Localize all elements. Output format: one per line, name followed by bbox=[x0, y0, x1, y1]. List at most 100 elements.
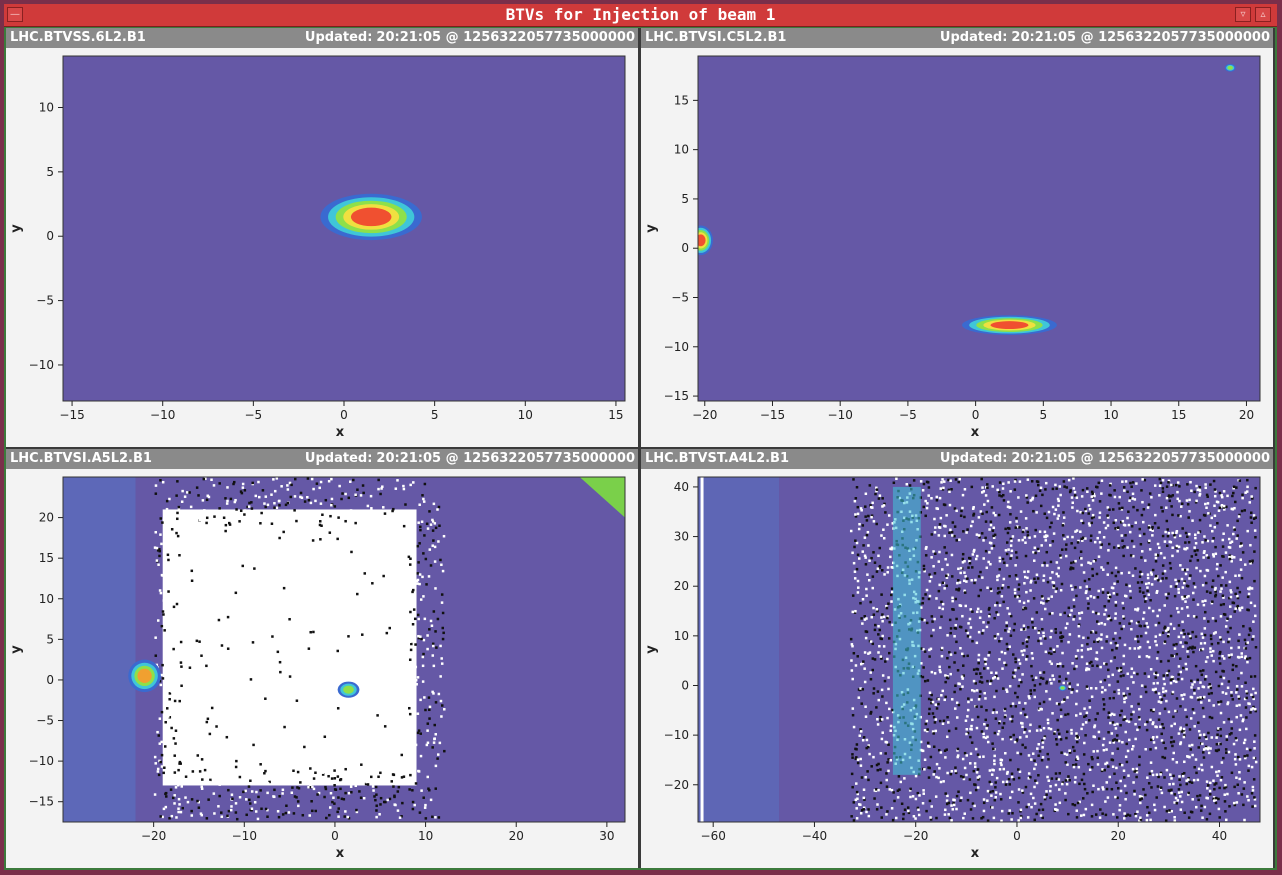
noise-pixel bbox=[396, 809, 400, 812]
noise-pixel bbox=[270, 522, 274, 525]
noise-pixel bbox=[1019, 752, 1023, 756]
noise-pixel bbox=[1150, 786, 1153, 789]
x-tick-label: 30 bbox=[599, 829, 614, 843]
noise-pixel bbox=[276, 646, 280, 650]
noise-pixel bbox=[326, 685, 329, 688]
noise-pixel bbox=[1194, 664, 1198, 668]
minimize-button[interactable]: ▿ bbox=[1235, 7, 1251, 22]
noise-pixel bbox=[211, 604, 214, 608]
noise-pixel bbox=[1068, 687, 1071, 690]
noise-pixel bbox=[1075, 702, 1078, 706]
noise-pixel bbox=[1023, 606, 1027, 610]
image-content bbox=[320, 193, 422, 241]
noise-pixel bbox=[935, 707, 939, 710]
noise-pixel bbox=[1170, 675, 1174, 679]
noise-pixel bbox=[907, 809, 910, 813]
noise-pixel bbox=[1079, 510, 1082, 514]
noise-pixel bbox=[950, 575, 954, 578]
noise-pixel bbox=[1145, 654, 1149, 658]
title-bar[interactable]: — BTVs for Injection of beam 1 ▿ ▵ bbox=[4, 4, 1277, 27]
noise-pixel bbox=[865, 533, 869, 537]
noise-pixel bbox=[168, 692, 172, 695]
noise-pixel bbox=[984, 736, 988, 740]
noise-pixel bbox=[1243, 754, 1246, 758]
noise-pixel bbox=[1072, 598, 1076, 602]
noise-pixel bbox=[989, 679, 993, 683]
noise-pixel bbox=[1217, 701, 1220, 704]
noise-pixel bbox=[1229, 541, 1232, 545]
noise-pixel bbox=[1080, 537, 1083, 541]
noise-pixel bbox=[312, 487, 315, 491]
noise-pixel bbox=[1163, 604, 1167, 607]
noise-pixel bbox=[1179, 564, 1182, 567]
noise-pixel bbox=[980, 681, 984, 684]
noise-pixel bbox=[1193, 725, 1196, 728]
noise-pixel bbox=[1214, 586, 1217, 590]
noise-pixel bbox=[1186, 483, 1189, 486]
noise-pixel bbox=[213, 515, 216, 518]
noise-pixel bbox=[1212, 779, 1215, 782]
noise-pixel bbox=[1252, 778, 1256, 781]
noise-pixel bbox=[966, 798, 970, 802]
noise-pixel bbox=[281, 769, 284, 773]
noise-pixel bbox=[1066, 778, 1069, 781]
close-button[interactable]: ▵ bbox=[1255, 7, 1271, 22]
noise-pixel bbox=[1024, 541, 1027, 544]
noise-pixel bbox=[968, 560, 971, 563]
noise-pixel bbox=[1165, 629, 1168, 632]
noise-pixel bbox=[1100, 492, 1103, 495]
y-tick-label: 5 bbox=[46, 632, 54, 646]
noise-pixel bbox=[1130, 667, 1134, 670]
noise-pixel bbox=[1002, 767, 1006, 771]
noise-pixel bbox=[962, 579, 966, 583]
noise-pixel bbox=[1049, 796, 1052, 800]
noise-pixel bbox=[278, 795, 281, 798]
noise-pixel bbox=[1218, 491, 1222, 495]
panel-header: LHC.BTVSS.6L2.B1 Updated: 20:21:05 @ 1256… bbox=[6, 28, 638, 48]
noise-pixel bbox=[929, 816, 932, 819]
noise-pixel bbox=[1204, 747, 1208, 750]
noise-pixel bbox=[1091, 757, 1094, 761]
window-menu-button[interactable]: — bbox=[7, 7, 23, 22]
noise-pixel bbox=[929, 647, 933, 651]
noise-pixel bbox=[1030, 674, 1034, 678]
noise-pixel bbox=[980, 705, 983, 709]
noise-pixel bbox=[414, 678, 418, 682]
noise-pixel bbox=[856, 591, 860, 594]
noise-pixel bbox=[928, 707, 931, 711]
noise-pixel bbox=[1102, 708, 1106, 711]
noise-pixel bbox=[941, 478, 944, 481]
noise-pixel bbox=[1202, 756, 1206, 759]
noise-pixel bbox=[925, 809, 928, 813]
noise-pixel bbox=[1204, 675, 1208, 678]
noise-pixel bbox=[1061, 524, 1065, 527]
noise-pixel bbox=[282, 517, 285, 520]
noise-pixel bbox=[1223, 800, 1227, 803]
noise-pixel bbox=[1014, 551, 1018, 554]
noise-pixel bbox=[408, 777, 411, 781]
noise-pixel bbox=[1166, 634, 1170, 638]
noise-pixel bbox=[995, 611, 998, 614]
noise-pixel bbox=[1027, 754, 1031, 757]
noise-pixel bbox=[980, 477, 983, 481]
noise-pixel bbox=[1165, 576, 1168, 580]
noise-pixel bbox=[1219, 728, 1222, 731]
noise-pixel bbox=[1097, 612, 1100, 616]
noise-pixel bbox=[948, 531, 951, 535]
noise-pixel bbox=[1063, 752, 1067, 756]
noise-pixel bbox=[924, 593, 927, 596]
noise-pixel bbox=[396, 642, 400, 646]
noise-pixel bbox=[1175, 530, 1179, 533]
noise-pixel bbox=[196, 799, 199, 803]
noise-pixel bbox=[886, 657, 889, 661]
x-axis-label: x bbox=[336, 425, 345, 440]
noise-pixel bbox=[177, 768, 180, 772]
noise-pixel bbox=[1179, 742, 1182, 746]
noise-pixel bbox=[422, 552, 425, 555]
x-tick-label: −15 bbox=[760, 408, 785, 422]
noise-pixel bbox=[165, 507, 169, 511]
